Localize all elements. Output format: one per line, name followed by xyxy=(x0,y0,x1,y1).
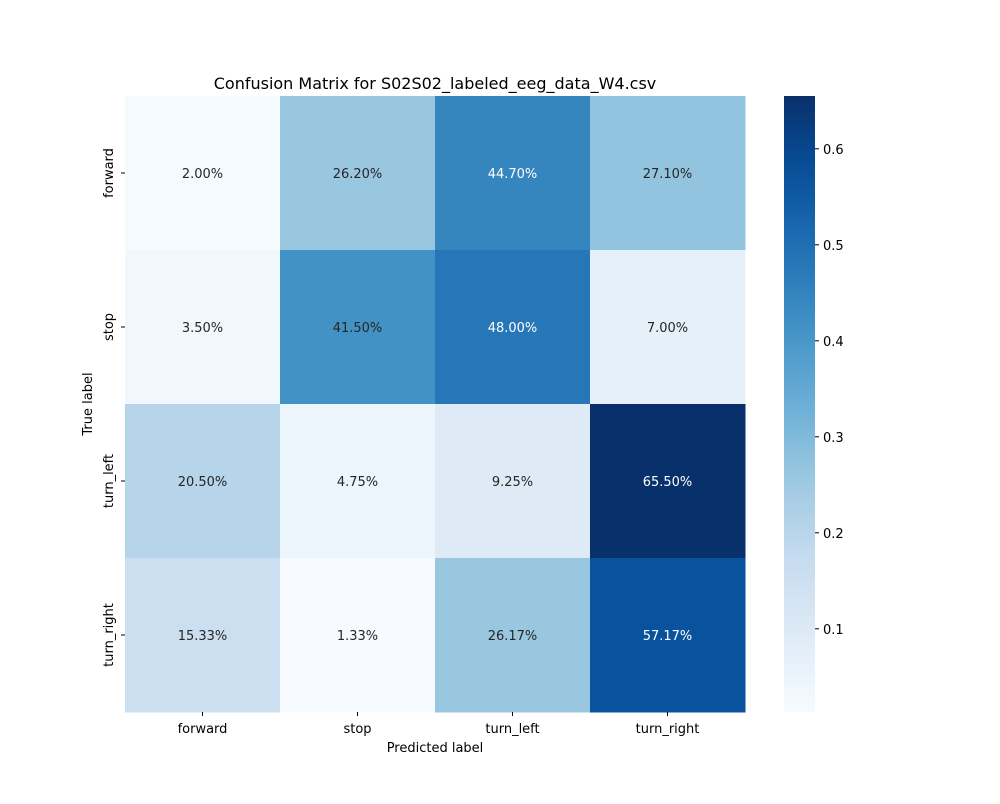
heatmap-cell xyxy=(435,96,591,251)
x-tick-label: turn_left xyxy=(485,722,539,737)
colorbar-tick-label: 0.1 xyxy=(823,623,844,638)
cell-annotation: 41.50% xyxy=(333,321,383,336)
y-tick-label: turn_right xyxy=(102,603,117,667)
cell-annotation: 27.10% xyxy=(643,167,693,182)
colorbar-tick-label: 0.2 xyxy=(823,527,844,542)
cell-annotation: 3.50% xyxy=(182,321,223,336)
colorbar-tick-label: 0.4 xyxy=(823,335,844,350)
y-axis-label: True label xyxy=(81,372,96,436)
chart-title: Confusion Matrix for S02S02_labeled_eeg_… xyxy=(214,74,657,94)
x-axis-label: Predicted label xyxy=(387,741,484,756)
heatmap-cell xyxy=(125,250,281,405)
cell-annotation: 4.75% xyxy=(337,475,378,490)
heatmap-cell xyxy=(280,404,436,559)
colorbar-tick-label: 0.5 xyxy=(823,239,844,254)
heatmap-cell xyxy=(590,404,746,559)
cell-annotation: 2.00% xyxy=(182,167,223,182)
colorbar xyxy=(784,96,815,712)
heatmap-cell xyxy=(280,250,436,405)
cell-annotation: 44.70% xyxy=(488,167,538,182)
heatmap-cell xyxy=(590,558,746,713)
heatmap-cell xyxy=(435,558,591,713)
cell-annotation: 9.25% xyxy=(492,475,533,490)
heatmap-cell xyxy=(435,250,591,405)
heatmap-cell xyxy=(280,96,436,251)
cell-annotation: 65.50% xyxy=(643,475,693,490)
heatmap-cell xyxy=(125,404,281,559)
colorbar-tick-label: 0.3 xyxy=(823,431,844,446)
heatmap-cell xyxy=(125,558,281,713)
x-tick-label: stop xyxy=(343,722,371,737)
heatmap-cell xyxy=(590,250,746,405)
x-tick-label: forward xyxy=(178,722,228,737)
cell-annotation: 57.17% xyxy=(643,629,693,644)
colorbar-tick-label: 0.6 xyxy=(823,143,844,158)
x-tick-label: turn_right xyxy=(636,722,700,737)
cell-annotation: 48.00% xyxy=(488,321,538,336)
heatmap-cell xyxy=(125,96,281,251)
heatmap-cell xyxy=(280,558,436,713)
y-tick-label: stop xyxy=(102,313,117,341)
cell-annotation: 15.33% xyxy=(178,629,228,644)
y-tick-label: turn_left xyxy=(102,454,117,508)
cell-annotation: 26.20% xyxy=(333,167,383,182)
y-tick-label: forward xyxy=(102,148,117,198)
cell-annotation: 1.33% xyxy=(337,629,378,644)
cell-annotation: 7.00% xyxy=(647,321,688,336)
heatmap-cell xyxy=(435,404,591,559)
heatmap-cell xyxy=(590,96,746,251)
cell-annotation: 26.17% xyxy=(488,629,538,644)
cell-annotation: 20.50% xyxy=(178,475,228,490)
